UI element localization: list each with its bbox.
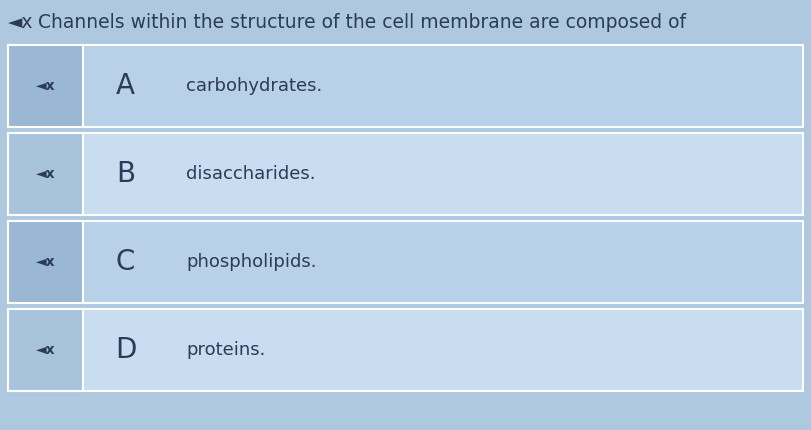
Text: A: A bbox=[116, 72, 135, 100]
Bar bbox=[8, 45, 83, 127]
Text: ◄x: ◄x bbox=[36, 79, 55, 93]
Bar bbox=[8, 309, 83, 391]
Text: Channels within the structure of the cell membrane are composed of: Channels within the structure of the cel… bbox=[32, 12, 686, 31]
Text: ◄x: ◄x bbox=[36, 343, 55, 357]
Bar bbox=[8, 45, 803, 127]
Bar bbox=[8, 133, 803, 215]
Text: D: D bbox=[115, 336, 136, 364]
Text: C: C bbox=[116, 248, 135, 276]
Text: ◄x: ◄x bbox=[36, 255, 55, 269]
Text: disaccharides.: disaccharides. bbox=[186, 165, 315, 183]
Text: carbohydrates.: carbohydrates. bbox=[186, 77, 322, 95]
Text: proteins.: proteins. bbox=[186, 341, 265, 359]
Bar bbox=[8, 309, 803, 391]
Bar bbox=[8, 221, 83, 303]
Bar bbox=[8, 133, 83, 215]
Text: ◄x: ◄x bbox=[36, 167, 55, 181]
Text: B: B bbox=[116, 160, 135, 188]
Text: phospholipids.: phospholipids. bbox=[186, 253, 316, 271]
Bar bbox=[8, 221, 803, 303]
Text: ◄x: ◄x bbox=[8, 12, 33, 31]
